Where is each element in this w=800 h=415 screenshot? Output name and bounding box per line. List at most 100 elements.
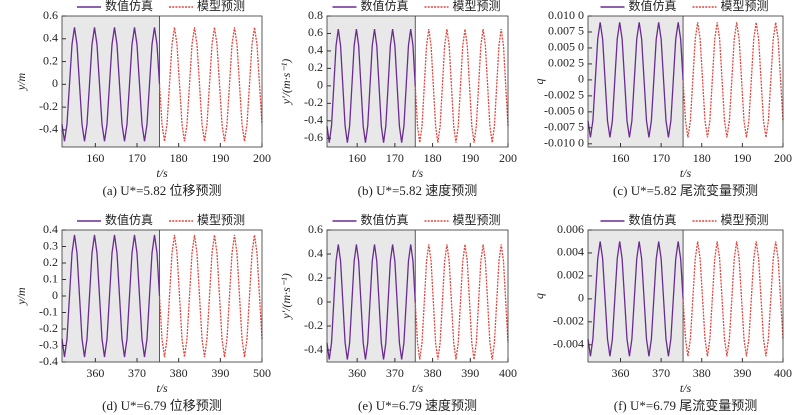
- plot-frame: [326, 15, 509, 148]
- series-line: [158, 234, 263, 358]
- legend-label: 数值仿真: [629, 0, 677, 13]
- legend-label: 数值仿真: [105, 0, 153, 13]
- training-region: [327, 230, 416, 362]
- x-tick-label: 390: [211, 366, 229, 380]
- panel: 数值仿真 模型预测 160 170 180 190 200 -0.010 0 -0.007 5 -…: [532, 0, 792, 198]
- y-tick-label: 0: [578, 291, 584, 305]
- panel: 数值仿真 模型预测 160 170 180 190 200 -0.4 -0.2 0 0.2 0.4 0.…: [14, 0, 271, 198]
- y-tick-label: 0.1: [43, 271, 58, 285]
- x-tick-label: 360: [612, 366, 630, 380]
- y-tick-label: 0.4: [308, 43, 323, 57]
- y-tick-label: 0.010 0: [548, 8, 584, 22]
- y-tick-label: -0.2: [39, 321, 58, 335]
- training-region: [588, 230, 684, 362]
- x-axis-label: t/s: [680, 166, 692, 180]
- y-tick-label: 0.6: [308, 25, 323, 39]
- x-tick-label: 190: [733, 151, 751, 165]
- caption: (c) U*=5.82 尾流变量预测: [613, 183, 758, 198]
- y-tick-label: -0.007 5: [544, 120, 584, 134]
- plot-frame: [326, 229, 509, 363]
- y-tick-label: 0.002: [557, 268, 584, 282]
- y-tick-label: 0.005 0: [548, 40, 584, 54]
- legend-label: 数值仿真: [361, 212, 409, 227]
- panel: 数值仿真 模型预测 360 370 380 390 400 -0.4 -0.2 0 0.2 0.4 0.…: [279, 212, 517, 413]
- y-tick-label: -0.4: [304, 342, 323, 356]
- y-tick-label: 0.2: [43, 255, 58, 269]
- series-line: [61, 234, 161, 358]
- x-tick-label: 400: [499, 366, 517, 380]
- x-tick-label: 360: [86, 366, 104, 380]
- x-axis-label: t/s: [156, 381, 168, 395]
- legend-label: 模型预测: [721, 213, 769, 227]
- series-line: [326, 29, 416, 143]
- caption: (f) U*=6.79 尾流变量预测: [614, 398, 757, 413]
- y-tick-label: 0.8: [308, 8, 323, 22]
- series-line: [414, 244, 509, 360]
- y-tick-label: 0.6: [308, 222, 323, 236]
- y-tick-label: -0.4: [304, 113, 323, 127]
- y-tick-label: 0.004: [557, 245, 584, 259]
- legend-label: 数值仿真: [629, 212, 677, 227]
- training-region: [62, 230, 160, 362]
- series-line: [682, 22, 784, 138]
- y-tick-label: 0.4: [43, 222, 58, 236]
- x-tick-label: 200: [774, 151, 792, 165]
- y-axis-label: y'/(m·s⁻¹): [279, 59, 293, 106]
- x-tick-label: 180: [424, 151, 442, 165]
- panel: 数值仿真 模型预测 360 370 380 390 400 -0.004 -0.002 0 0.00…: [532, 212, 792, 413]
- x-tick-label: 380: [170, 366, 188, 380]
- y-tick-label: 0.2: [308, 60, 323, 74]
- y-axis-label: q: [532, 293, 546, 299]
- y-tick-label: -0.002: [553, 314, 584, 328]
- y-tick-label: -0.2: [304, 318, 323, 332]
- y-tick-label: -0.2: [304, 95, 323, 109]
- panel: 数值仿真 模型预测 160 170 180 190 200 -0.6 -0.4 -0.2 0 0.2 0…: [279, 0, 517, 198]
- x-tick-label: 400: [774, 366, 792, 380]
- series-line: [414, 29, 509, 143]
- y-tick-label: 0.2: [308, 270, 323, 284]
- x-tick-label: 360: [348, 366, 366, 380]
- legend-label: 模型预测: [197, 0, 245, 13]
- y-tick-label: 0: [578, 72, 584, 86]
- y-tick-label: 0: [52, 288, 58, 302]
- legend-label: 模型预测: [197, 213, 245, 227]
- y-axis-label: q: [532, 79, 546, 85]
- x-tick-label: 180: [693, 151, 711, 165]
- y-tick-label: 0.4: [308, 246, 323, 260]
- plot-frame: [587, 229, 784, 363]
- x-axis-label: t/s: [412, 166, 424, 180]
- y-tick-label: 0: [317, 294, 323, 308]
- y-tick-label: -0.4: [39, 354, 58, 368]
- y-tick-label: -0.6: [304, 130, 323, 144]
- caption: (b) U*=5.82 速度预测: [358, 183, 478, 198]
- y-tick-label: 0.3: [43, 238, 58, 252]
- y-tick-label: 0.006: [557, 222, 584, 236]
- x-tick-label: 170: [386, 151, 404, 165]
- legend-label: 模型预测: [721, 0, 769, 13]
- training-region: [327, 16, 416, 147]
- caption: (e) U*=6.79 速度预测: [358, 398, 477, 413]
- legend-label: 数值仿真: [361, 0, 409, 13]
- x-axis-label: t/s: [156, 166, 168, 180]
- x-tick-label: 390: [733, 366, 751, 380]
- x-tick-label: 390: [461, 366, 479, 380]
- legend-label: 模型预测: [453, 0, 501, 13]
- x-tick-label: 190: [211, 151, 229, 165]
- y-axis-label: y'/(m·s⁻¹): [279, 273, 293, 320]
- x-tick-label: 370: [652, 366, 670, 380]
- x-tick-label: 170: [128, 151, 146, 165]
- x-tick-label: 500: [253, 366, 271, 380]
- series-line: [158, 27, 263, 142]
- y-axis-label: y/m: [14, 287, 28, 306]
- x-tick-label: 160: [86, 151, 104, 165]
- x-tick-label: 200: [499, 151, 517, 165]
- y-tick-label: -0.4: [39, 122, 58, 136]
- plot-frame: [61, 15, 263, 148]
- x-axis-label: t/s: [412, 381, 424, 395]
- plot-frame: [587, 15, 784, 148]
- y-tick-label: 0.2: [43, 53, 58, 67]
- x-tick-label: 190: [461, 151, 479, 165]
- y-tick-label: 0.4: [43, 31, 58, 45]
- x-axis-label: t/s: [680, 381, 692, 395]
- y-tick-label: 0.6: [43, 8, 58, 22]
